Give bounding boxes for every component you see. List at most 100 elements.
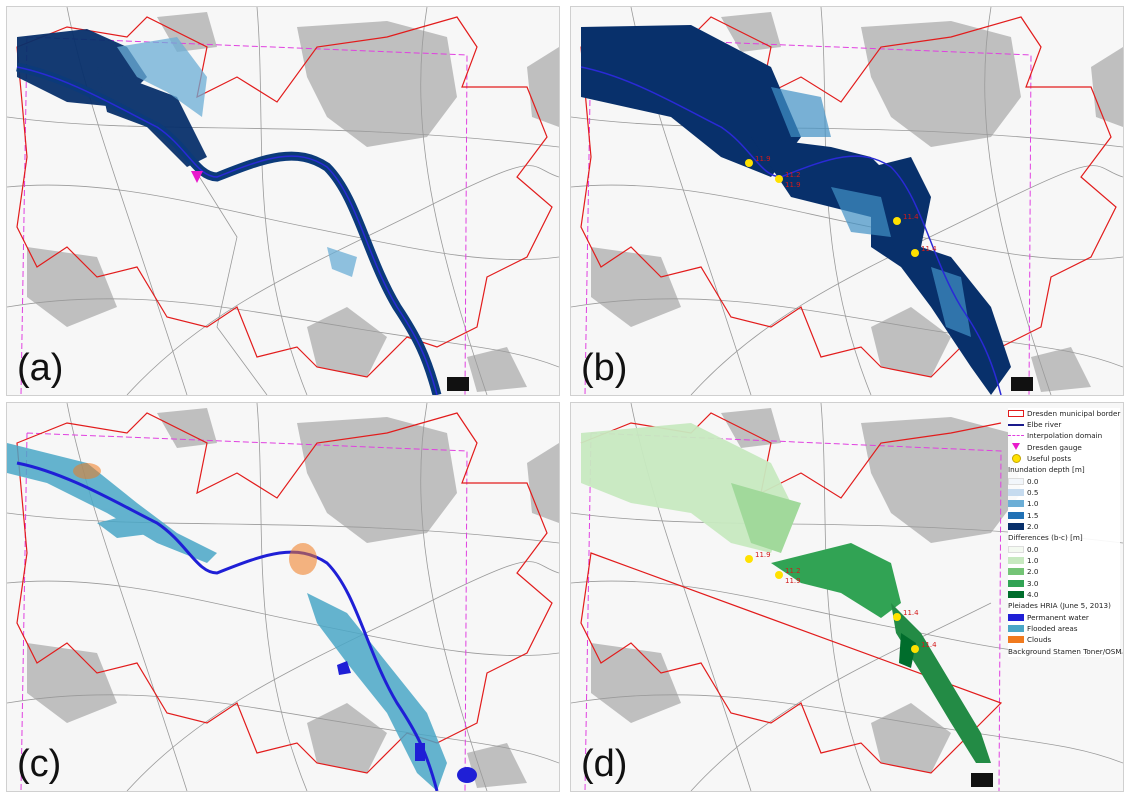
color-swatch-icon bbox=[1008, 545, 1024, 553]
legend-label: 2.0 bbox=[1027, 567, 1039, 577]
color-swatch-icon bbox=[1008, 568, 1024, 576]
legend-pleiades-class: Flooded areas bbox=[1008, 623, 1120, 634]
legend-label: Dresden gauge bbox=[1027, 442, 1082, 452]
legend-label: 3.0 bbox=[1027, 578, 1039, 588]
legend-label: 0.0 bbox=[1027, 544, 1039, 554]
clouds bbox=[73, 463, 317, 575]
difference-extent bbox=[581, 423, 991, 763]
legend-pleiades-class: Permanent water bbox=[1008, 612, 1120, 623]
useful-post-1 bbox=[745, 555, 753, 563]
municipal-border bbox=[580, 16, 1117, 378]
map-panel-b: 11.9 11.2 11.9 11.4 11.4 (b) bbox=[570, 6, 1124, 396]
dresden-gauge bbox=[191, 171, 203, 183]
useful-posts bbox=[745, 159, 919, 257]
flood-extent-light bbox=[771, 87, 971, 337]
map-a-svg bbox=[7, 7, 559, 395]
legend-label: Dresden municipal border bbox=[1027, 409, 1121, 419]
legend-item-municipal-border: Dresden municipal border bbox=[1008, 408, 1120, 419]
municipal-border bbox=[16, 16, 553, 378]
color-swatch-icon bbox=[1008, 579, 1024, 587]
panel-label: (c) bbox=[17, 743, 62, 785]
map-c-svg bbox=[7, 403, 559, 791]
post-label: 11.4 bbox=[921, 641, 937, 649]
domain-boundary bbox=[20, 432, 468, 791]
legend-difference-class: 3.0 bbox=[1008, 577, 1120, 588]
color-swatch-icon bbox=[1008, 636, 1024, 644]
domain-boundary bbox=[584, 432, 1002, 791]
legend-label: Clouds bbox=[1027, 635, 1052, 645]
useful-post-2 bbox=[775, 175, 783, 183]
triangle-icon bbox=[1008, 443, 1024, 451]
panel-label: (a) bbox=[17, 347, 64, 389]
legend-difference-class: 4.0 bbox=[1008, 589, 1120, 600]
color-swatch-icon bbox=[1008, 590, 1024, 598]
useful-post-3 bbox=[893, 613, 901, 621]
red-outline-box-icon bbox=[1008, 410, 1024, 418]
post-label: 11.9 bbox=[755, 551, 771, 559]
post-label: 11.4 bbox=[921, 245, 937, 253]
urban-areas bbox=[591, 408, 1021, 773]
municipal-border bbox=[16, 412, 553, 774]
map-b-svg: 11.9 11.2 11.9 11.4 11.4 bbox=[571, 7, 1123, 395]
legend-item-dresden-gauge: Dresden gauge bbox=[1008, 442, 1120, 453]
elbe-river bbox=[16, 66, 438, 395]
post-label: 11.9 bbox=[785, 577, 801, 585]
color-swatch-icon bbox=[1008, 489, 1024, 497]
legend-item-elbe-river: Elbe river bbox=[1008, 419, 1120, 430]
legend-label: 2.0 bbox=[1027, 521, 1039, 531]
post-label: 11.2 bbox=[785, 171, 801, 179]
blue-line-icon bbox=[1008, 423, 1024, 426]
legend-label: 1.0 bbox=[1027, 499, 1039, 509]
legend-label: Permanent water bbox=[1027, 612, 1089, 622]
color-swatch-icon bbox=[1008, 625, 1024, 633]
useful-post-4 bbox=[911, 249, 919, 257]
flooded-areas bbox=[7, 443, 447, 791]
post-label: 11.2 bbox=[785, 567, 801, 575]
post-label: 11.9 bbox=[755, 155, 771, 163]
legend-inundation-class: 1.5 bbox=[1008, 510, 1120, 521]
panel-label: (d) bbox=[581, 743, 628, 785]
legend-inundation-class: 1.0 bbox=[1008, 498, 1120, 509]
legend-label: 1.5 bbox=[1027, 510, 1039, 520]
legend-differences-title: Differences (b-c) [m] bbox=[1008, 533, 1083, 543]
legend-label: Elbe river bbox=[1027, 420, 1062, 430]
color-swatch-icon bbox=[1008, 478, 1024, 486]
legend-inundation-title: Inundation depth [m] bbox=[1008, 465, 1085, 475]
elbe-river bbox=[580, 66, 1002, 395]
legend-item-interpolation-domain: Interpolation domain bbox=[1008, 430, 1120, 441]
color-swatch-icon bbox=[1008, 613, 1024, 621]
legend-difference-class: 0.0 bbox=[1008, 544, 1120, 555]
map-panel-a: (a) bbox=[6, 6, 560, 396]
legend-pleiades-class: Clouds bbox=[1008, 634, 1120, 645]
permanent-water bbox=[337, 661, 477, 783]
color-swatch-icon bbox=[1008, 500, 1024, 508]
color-swatch-icon bbox=[1008, 511, 1024, 519]
legend-label: 4.0 bbox=[1027, 589, 1039, 599]
yellow-dot-icon bbox=[1008, 455, 1024, 462]
map-legend: Dresden municipal border Elbe river Inte… bbox=[1008, 408, 1122, 658]
color-swatch-icon bbox=[1008, 557, 1024, 565]
road-network bbox=[7, 403, 559, 791]
legend-label: Flooded areas bbox=[1027, 624, 1078, 634]
magenta-dashed-line-icon bbox=[1008, 435, 1024, 437]
legend-item-useful-posts: Useful posts bbox=[1008, 453, 1120, 464]
legend-inundation-class: 2.0 bbox=[1008, 521, 1120, 532]
legend-label: 0.0 bbox=[1027, 477, 1039, 487]
legend-difference-class: 2.0 bbox=[1008, 566, 1120, 577]
post-label: 11.9 bbox=[785, 181, 801, 189]
legend-background-note: Background Stamen Toner/OSM bbox=[1008, 646, 1122, 656]
legend-label: Useful posts bbox=[1027, 453, 1072, 463]
legend-inundation-class: 0.0 bbox=[1008, 476, 1120, 487]
useful-post-2 bbox=[775, 571, 783, 579]
useful-post-4 bbox=[911, 645, 919, 653]
useful-posts bbox=[745, 555, 919, 653]
legend-label: Interpolation domain bbox=[1027, 431, 1103, 441]
post-label: 11.4 bbox=[903, 609, 919, 617]
color-swatch-icon bbox=[1008, 522, 1024, 530]
legend-label: 0.5 bbox=[1027, 488, 1039, 498]
post-label: 11.4 bbox=[903, 213, 919, 221]
legend-pleiades-title: Pleiades HRIA (June 5, 2013) bbox=[1008, 601, 1111, 611]
flood-extent-light bbox=[117, 37, 357, 277]
legend-difference-class: 1.0 bbox=[1008, 555, 1120, 566]
road-network bbox=[7, 7, 559, 395]
